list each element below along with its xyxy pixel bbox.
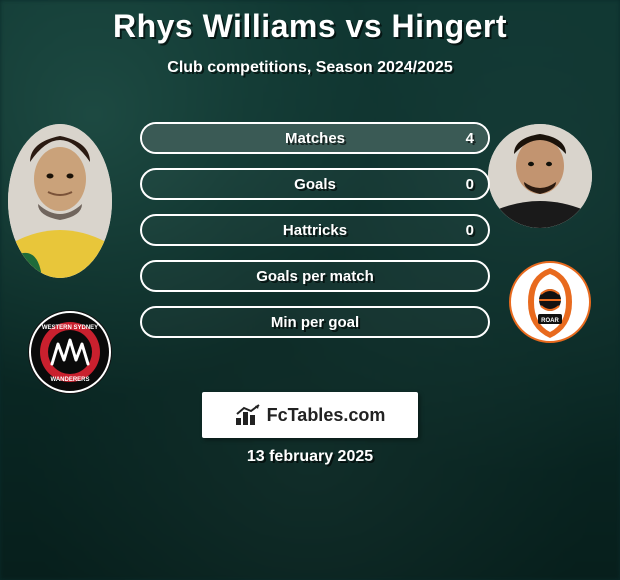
bar-label: Goals per match — [142, 262, 488, 290]
subtitle: Club competitions, Season 2024/2025 — [0, 59, 620, 77]
bar-label: Hattricks — [142, 216, 488, 244]
player-left-avatar — [8, 124, 112, 278]
bar-label: Min per goal — [142, 308, 488, 336]
stat-bar: Goals 0 — [140, 168, 490, 200]
bar-label: Goals — [142, 170, 488, 198]
date-text: 13 february 2025 — [0, 448, 620, 466]
stat-bar: Matches 4 — [140, 122, 490, 154]
bar-label: Matches — [142, 124, 488, 152]
brand-chart-icon — [235, 404, 261, 426]
stat-bar: Goals per match — [140, 260, 490, 292]
player-right-avatar — [488, 124, 592, 228]
bar-value-right: 0 — [466, 170, 474, 198]
svg-text:ROAR: ROAR — [541, 318, 559, 324]
club-left-badge: WESTERN SYDNEY WANDERERS — [28, 310, 112, 394]
brand-box: FcTables.com — [202, 392, 418, 438]
svg-text:WESTERN SYDNEY: WESTERN SYDNEY — [42, 325, 98, 331]
bar-value-right: 4 — [466, 124, 474, 152]
svg-text:WANDERERS: WANDERERS — [50, 377, 89, 383]
stat-bar: Min per goal — [140, 306, 490, 338]
page-title: Rhys Williams vs Hingert — [0, 0, 620, 45]
brand-text: FcTables.com — [267, 405, 386, 426]
club-right-badge: ROAR — [508, 260, 592, 344]
bar-value-right: 0 — [466, 216, 474, 244]
stat-bar: Hattricks 0 — [140, 214, 490, 246]
stat-bars: Matches 4 Goals 0 Hattricks 0 Goals per … — [140, 122, 490, 352]
